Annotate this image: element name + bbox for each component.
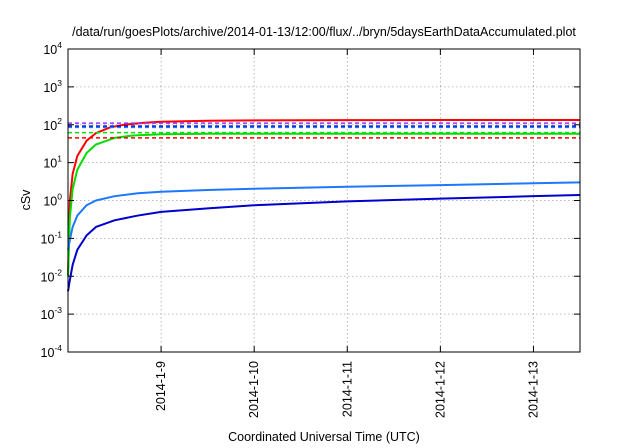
axis-ticks: 10-4 10-3 10-2 10-1 100 101 102 103 104 2014-1-9 2… <box>41 40 580 418</box>
plot-series <box>67 118 581 292</box>
y-tick-label: 10-1 <box>41 229 63 246</box>
series-line-2 <box>67 181 581 250</box>
y-axis-label: cSv <box>19 189 33 211</box>
x-axis-label: Coordinated Universal Time (UTC) <box>228 430 420 444</box>
y-tick-label: 10-3 <box>41 305 63 322</box>
y-tick-label: 104 <box>43 40 62 57</box>
series-line-0 <box>67 118 580 277</box>
chart-title: /data/run/goesPlots/archive/2014-01-13/1… <box>72 25 576 39</box>
x-tick-label: 2014-1-11 <box>340 361 354 417</box>
y-tick-label: 102 <box>43 116 62 133</box>
y-tick-label: 10-4 <box>41 343 63 360</box>
x-tick-label: 2014-1-13 <box>526 361 540 418</box>
x-tick-label: 2014-1-9 <box>154 361 168 411</box>
grid <box>68 49 580 352</box>
x-tick-label: 2014-1-10 <box>247 361 261 418</box>
series-line-1 <box>67 132 580 277</box>
y-tick-label: 100 <box>43 192 62 209</box>
series-line-3 <box>67 193 581 292</box>
y-tick-label: 101 <box>43 154 62 171</box>
y-tick-label: 103 <box>43 78 62 95</box>
x-tick-label: 2014-1-12 <box>433 361 447 418</box>
y-tick-label: 10-2 <box>41 267 63 284</box>
